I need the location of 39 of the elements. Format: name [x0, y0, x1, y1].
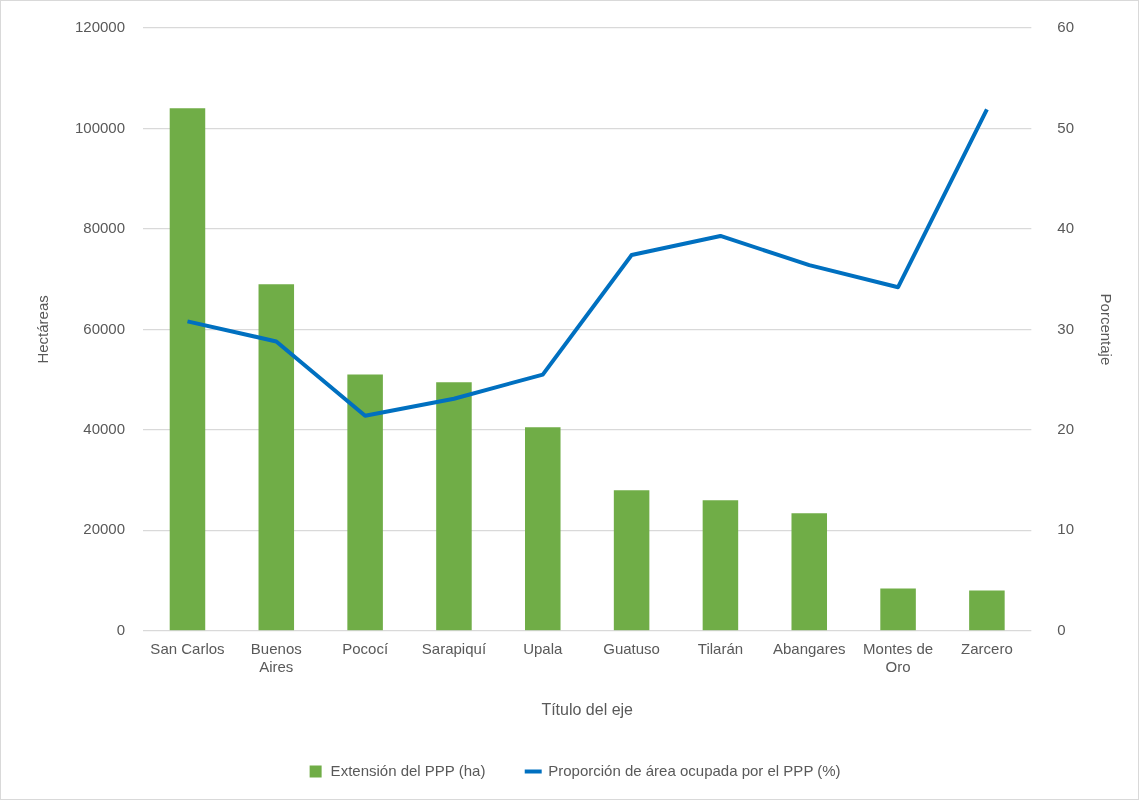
y2-tick-label: 50	[1057, 118, 1074, 136]
bar	[880, 588, 916, 631]
y2-tick-label: 10	[1057, 520, 1074, 538]
bar	[613, 490, 650, 631]
x-tick-label: Tilarán	[697, 639, 744, 657]
x-tick-label: Upala	[523, 639, 564, 657]
bar	[791, 513, 828, 631]
bar	[169, 108, 206, 631]
x-tick-label: Pococí	[342, 639, 389, 657]
x-tick-label: Montes de Oro	[863, 639, 934, 675]
x-tick-label: Abangares	[772, 639, 846, 657]
x-tick-label: San Carlos	[150, 639, 225, 657]
bar	[436, 382, 472, 631]
y-tick-label: 20000	[83, 520, 126, 538]
y2-tick-label: 60	[1057, 18, 1074, 36]
y-tick-label: 40000	[83, 420, 126, 438]
y-tick-label: 80000	[83, 219, 126, 237]
y-tick-label: 120000	[74, 18, 126, 36]
legend-label: Extensión del PPP (ha)	[330, 761, 486, 779]
y-tick-label: 0	[116, 620, 126, 638]
y2-tick-label: 0	[1057, 620, 1066, 638]
x-tick-label: Buenos Aires	[250, 639, 302, 675]
x-axis-title: Título del eje	[541, 700, 634, 718]
y2-tick-label: 30	[1057, 319, 1074, 337]
bar	[969, 590, 1005, 631]
bar	[347, 374, 383, 631]
bar	[702, 500, 739, 631]
bar	[525, 427, 561, 631]
y2-tick-label: 20	[1057, 420, 1074, 438]
y2-tick-label: 40	[1057, 219, 1074, 237]
y2-axis-title: Porcentaje	[1097, 293, 1115, 366]
y-axis-title: Hectáreas	[34, 295, 52, 364]
x-tick-label: Zarcero	[961, 639, 1013, 657]
y-tick-label: 60000	[83, 319, 126, 337]
legend-label: Proporción de área ocupada por el PPP (%)	[548, 761, 841, 779]
bar	[258, 284, 295, 631]
x-tick-label: Guatuso	[603, 639, 660, 657]
y-tick-label: 100000	[74, 118, 126, 136]
x-tick-label: Sarapiquí	[421, 639, 487, 657]
